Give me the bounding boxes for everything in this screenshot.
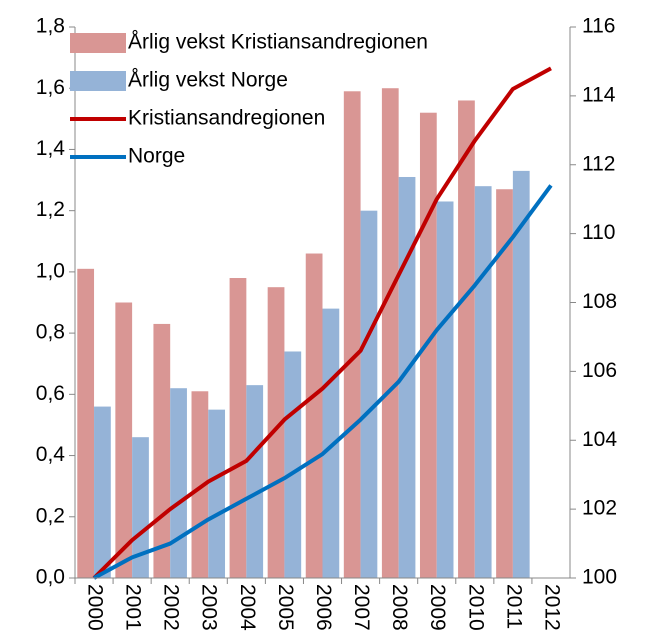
bar: [496, 189, 513, 578]
legend-label: Norge: [128, 145, 185, 168]
x-tick-label: 2001: [122, 584, 145, 631]
legend-swatch: [70, 71, 126, 91]
y2-tick-label: 114: [582, 83, 616, 106]
bar: [77, 268, 95, 578]
x-tick-label: 2002: [160, 584, 183, 631]
line: [92, 66, 552, 580]
y-tick-label: 1,0: [36, 259, 65, 282]
bar: [153, 323, 171, 578]
bar: [419, 112, 437, 578]
bar: [208, 409, 226, 578]
bar: [458, 100, 475, 578]
bar: [229, 278, 247, 578]
x-tick-label: 2004: [236, 584, 259, 631]
x-tick-label: 2000: [83, 584, 106, 631]
legend-label: Årlig vekst Norge: [128, 69, 288, 92]
bar: [343, 91, 361, 579]
bar: [381, 88, 399, 578]
bar: [474, 186, 492, 578]
y2-tick-label: 104: [582, 428, 617, 451]
y2-tick-label: 100: [582, 566, 617, 589]
y2-tick-label: 110: [582, 221, 615, 244]
bar: [94, 406, 111, 578]
y-tick-label: 1,2: [36, 198, 65, 221]
bar: [512, 170, 530, 578]
x-tick-label: 2007: [350, 584, 373, 631]
x-tick-label: 2011: [502, 584, 525, 629]
y2-tick-label: 102: [582, 497, 617, 520]
y-tick-label: 0,2: [36, 504, 65, 527]
x-tick-label: 2003: [198, 584, 221, 631]
y-tick-label: 0,6: [36, 382, 65, 405]
y-tick-label: 0,4: [36, 443, 66, 466]
y2-tick-label: 108: [582, 290, 617, 313]
bar: [115, 302, 133, 578]
bar: [360, 210, 378, 578]
bar: [246, 385, 264, 578]
y2-tick-label: 112: [582, 152, 615, 175]
y-tick-label: 1,4: [36, 137, 66, 160]
bar: [267, 287, 285, 578]
x-tick-label: 2012: [540, 584, 563, 631]
x-tick-label: 2006: [312, 584, 335, 631]
bar: [398, 176, 416, 578]
y-tick-label: 0,0: [36, 566, 65, 589]
line: [93, 184, 553, 580]
x-tick-label: 2008: [388, 584, 411, 631]
x-tick-label: 2005: [274, 584, 297, 631]
bar: [191, 391, 209, 578]
bar: [132, 437, 149, 578]
legend-label: Årlig vekst Kristiansandregionen: [128, 31, 428, 54]
x-tick-label: 2010: [464, 584, 487, 631]
x-tick-label: 2009: [426, 584, 449, 631]
y2-tick-label: 116: [582, 15, 615, 38]
y-tick-label: 1,8: [36, 15, 65, 38]
y-tick-label: 0,8: [36, 321, 65, 344]
y2-tick-label: 106: [582, 359, 617, 382]
bar: [436, 201, 454, 578]
bar: [284, 351, 302, 578]
bar: [170, 388, 187, 578]
y-tick-label: 1,6: [36, 76, 65, 99]
legend-label: Kristiansandregionen: [128, 107, 325, 130]
bar: [305, 253, 323, 578]
legend-swatch: [70, 33, 126, 53]
